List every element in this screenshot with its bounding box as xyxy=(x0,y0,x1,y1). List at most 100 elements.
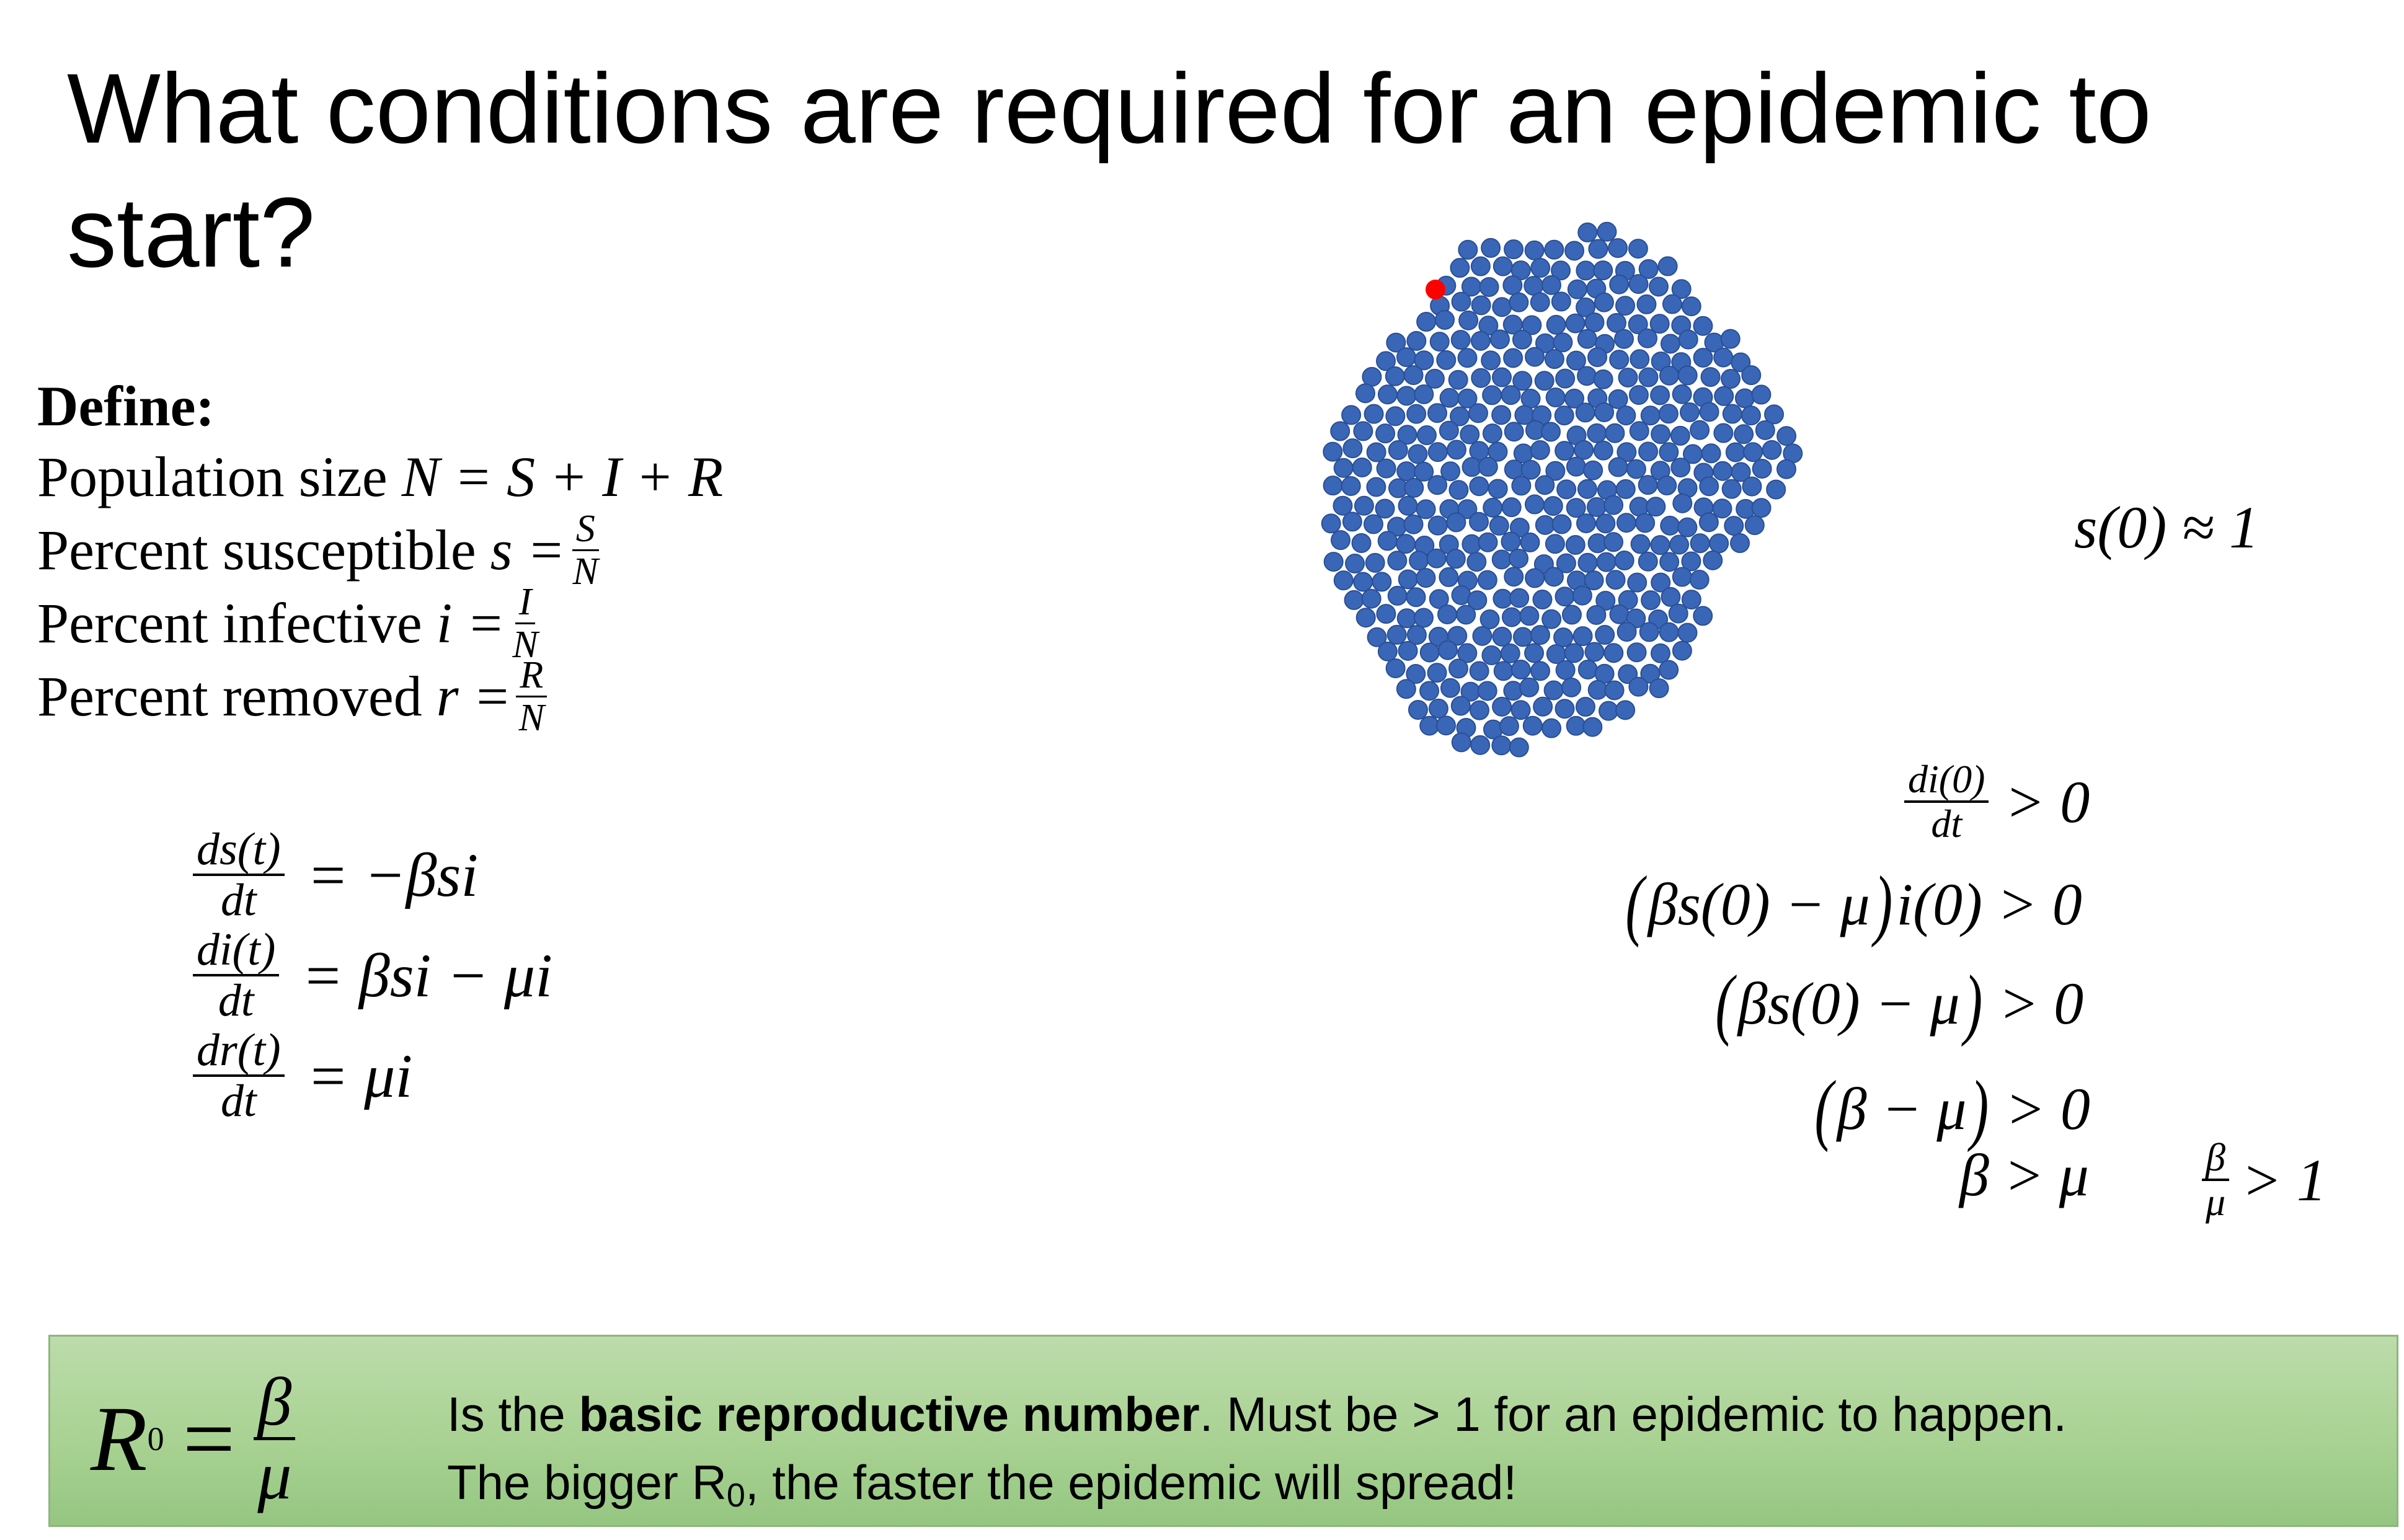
susceptible-dot xyxy=(1713,423,1734,443)
susceptible-dot xyxy=(1488,479,1508,499)
susceptible-dot xyxy=(1764,404,1785,425)
susceptible-dot xyxy=(1638,259,1659,279)
susceptible-dot xyxy=(1595,513,1616,534)
susceptible-dot xyxy=(1448,658,1468,679)
susceptible-dot xyxy=(1532,590,1553,610)
susceptible-dot xyxy=(1503,681,1524,701)
di0-dt-denominator: dt xyxy=(1931,802,1963,846)
susceptible-dot xyxy=(1426,548,1447,569)
susceptible-dot xyxy=(1396,461,1417,482)
susceptible-dot xyxy=(1479,609,1500,630)
susceptible-dot xyxy=(1595,625,1615,645)
infective-denominator: N xyxy=(512,623,538,666)
susceptible-dot xyxy=(1584,312,1605,332)
susceptible-dot xyxy=(1502,275,1523,296)
susceptible-dot xyxy=(1323,552,1344,572)
sir-equations: ds(t) dt = −βsi di(t) dt = βsi − μi dr(t… xyxy=(189,825,552,1126)
susceptible-dot xyxy=(1681,590,1701,610)
di0-dt-numerator: di(0) xyxy=(1904,759,1989,803)
susceptible-dot xyxy=(1419,681,1440,701)
infected-dot xyxy=(1426,280,1445,299)
susceptible-dot xyxy=(1406,404,1427,424)
susceptible-dot xyxy=(1406,664,1426,684)
r0-numerator: β xyxy=(254,1368,296,1440)
susceptible-dot xyxy=(1616,405,1636,426)
removed-label: Percent removed xyxy=(37,665,422,728)
susceptible-dot xyxy=(1553,627,1574,648)
susceptible-dot xyxy=(1627,572,1648,593)
title-line-2: start? xyxy=(67,177,316,288)
susceptible-dot xyxy=(1603,532,1624,552)
susceptible-dot xyxy=(1414,608,1434,628)
susceptible-dot xyxy=(1481,237,1501,258)
susceptible-dot xyxy=(1544,239,1564,260)
susceptible-dot xyxy=(1331,530,1351,551)
susceptible-dot xyxy=(1628,274,1649,294)
susceptible-dot xyxy=(1561,677,1582,697)
susceptible-numerator: S xyxy=(572,510,599,551)
susceptible-dot xyxy=(1599,701,1619,721)
susceptible-dot xyxy=(1519,606,1540,626)
susceptible-dot xyxy=(1614,329,1634,349)
dr-dt-rhs: = μi xyxy=(306,1041,413,1110)
susceptible-dot xyxy=(1385,406,1406,427)
susceptible-dot xyxy=(1522,315,1542,335)
susceptible-dot xyxy=(1629,421,1649,441)
susceptible-dot xyxy=(1416,499,1436,520)
susceptible-dot xyxy=(1640,663,1661,684)
susceptible-dot xyxy=(1414,350,1434,371)
susceptible-dot xyxy=(1530,625,1550,645)
susceptible-dot xyxy=(1377,384,1398,405)
susceptible-dot xyxy=(1609,604,1630,624)
di-dt-fraction: di(t) dt xyxy=(193,927,280,1024)
population-size-row: Population size N = S + I + R xyxy=(37,440,723,513)
susceptible-dot xyxy=(1721,369,1741,389)
susceptible-dot xyxy=(1731,352,1751,373)
susceptible-dot xyxy=(1659,660,1679,680)
susceptible-dot xyxy=(1427,442,1448,462)
susceptible-dot xyxy=(1330,421,1351,441)
derivation-step-3: ( βs(0) − μ ) > 0 xyxy=(1711,958,2083,1049)
susceptible-dot xyxy=(1424,368,1445,389)
susceptible-dot xyxy=(1503,348,1524,368)
susceptible-dot xyxy=(1355,608,1376,628)
susceptible-dot xyxy=(1650,643,1670,663)
susceptible-dot xyxy=(1376,604,1396,624)
derivation-step-4-rhs: > 0 xyxy=(2005,1076,2090,1142)
susceptible-dot xyxy=(1677,517,1698,538)
susceptible-dot xyxy=(1661,586,1681,607)
susceptible-dot xyxy=(1605,570,1626,590)
susceptible-dot xyxy=(1662,294,1682,314)
susceptible-dot xyxy=(1689,570,1710,590)
susceptible-dot xyxy=(1470,330,1491,351)
open-paren-icon: ( xyxy=(1814,1064,1834,1153)
susceptible-dot xyxy=(1659,365,1679,386)
susceptible-dot xyxy=(1670,425,1690,446)
susceptible-dot xyxy=(1646,497,1666,517)
susceptible-dot xyxy=(1511,476,1532,496)
susceptible-dot xyxy=(1614,551,1634,571)
susceptible-dot xyxy=(1492,696,1512,717)
ds-dt-denominator: dt xyxy=(221,875,257,926)
susceptible-dot xyxy=(1575,697,1595,717)
susceptible-dot xyxy=(1657,256,1678,277)
susceptible-dot xyxy=(1372,572,1392,592)
susceptible-dot xyxy=(1396,534,1416,554)
susceptible-dot xyxy=(1351,533,1372,553)
susceptible-dot xyxy=(1500,643,1520,663)
susceptible-dot xyxy=(1596,552,1617,572)
susceptible-dot xyxy=(1555,660,1576,680)
susceptible-dot xyxy=(1501,497,1522,518)
susceptible-dot xyxy=(1617,622,1637,642)
susceptible-dot xyxy=(1416,425,1437,446)
slide-title: What conditions are required for an epid… xyxy=(67,46,2361,294)
susceptible-dot xyxy=(1530,661,1551,681)
susceptible-dot xyxy=(1489,329,1510,350)
susceptible-dot xyxy=(1428,698,1448,719)
susceptible-dot xyxy=(1364,404,1384,424)
susceptible-dot xyxy=(1427,475,1448,495)
susceptible-dot xyxy=(1396,679,1416,699)
susceptible-dot xyxy=(1355,383,1375,404)
